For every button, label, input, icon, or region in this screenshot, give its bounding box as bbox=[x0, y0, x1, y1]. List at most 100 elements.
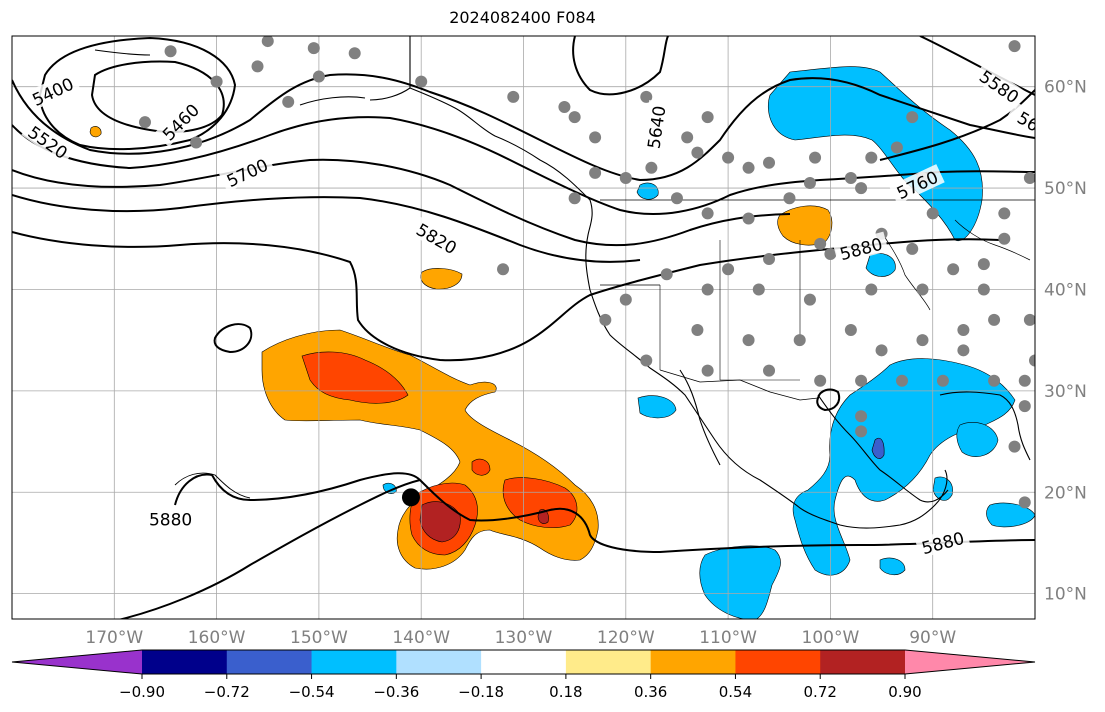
station-dot bbox=[589, 166, 602, 179]
colorbar-tick-labels: −0.90 −0.72 −0.54 −0.36 −0.18 0.18 0.36 0.54 0.7… bbox=[119, 674, 922, 701]
latitude-tick-label: 50°N bbox=[1044, 179, 1087, 199]
colorbar-swatch bbox=[142, 650, 228, 674]
station-markers bbox=[138, 36, 1035, 509]
longitude-tick-label: 90°W bbox=[909, 628, 956, 648]
station-dot bbox=[1008, 40, 1021, 53]
station-dot bbox=[763, 364, 776, 377]
station-dot bbox=[660, 268, 673, 281]
station-dot bbox=[936, 374, 949, 387]
station-dot bbox=[722, 263, 735, 276]
colorbar-high-extension bbox=[905, 650, 1035, 674]
station-dot bbox=[164, 45, 177, 58]
station-dot bbox=[783, 192, 796, 205]
latitude-tick-labels: 10°N 20°N 30°N 40°N 50°N 60°N bbox=[1044, 78, 1087, 605]
station-dot bbox=[803, 293, 816, 306]
station-dot bbox=[855, 374, 868, 387]
station-dot bbox=[752, 283, 765, 296]
station-dot bbox=[916, 283, 929, 296]
longitude-tick-label: 120°W bbox=[597, 628, 655, 648]
station-dot bbox=[916, 334, 929, 347]
station-dot bbox=[670, 192, 683, 205]
station-dot bbox=[742, 212, 755, 225]
contour-label: 5400 bbox=[24, 70, 81, 111]
colorbar-tick-label: −0.72 bbox=[204, 683, 250, 701]
station-dot bbox=[558, 100, 571, 113]
station-dot bbox=[824, 247, 837, 260]
station-dot bbox=[282, 95, 295, 108]
station-dot bbox=[865, 151, 878, 164]
colorbar-swatch bbox=[650, 650, 736, 674]
station-dot bbox=[742, 161, 755, 174]
latitude-tick-label: 10°N bbox=[1044, 585, 1087, 605]
station-dot bbox=[814, 237, 827, 250]
latitude-tick-label: 60°N bbox=[1044, 78, 1087, 98]
station-dot bbox=[312, 70, 325, 83]
station-dot bbox=[701, 364, 714, 377]
station-dot bbox=[957, 344, 970, 357]
station-dot bbox=[803, 177, 816, 190]
colorbar-tick-label: 0.54 bbox=[719, 683, 752, 701]
station-dot bbox=[793, 334, 806, 347]
station-dot bbox=[210, 75, 223, 88]
station-dot bbox=[1018, 374, 1031, 387]
longitude-tick-label: 170°W bbox=[85, 628, 143, 648]
colorbar-swatch bbox=[396, 650, 482, 674]
station-dot bbox=[957, 324, 970, 337]
station-dot bbox=[138, 116, 151, 129]
station-dot bbox=[568, 111, 581, 124]
station-dot bbox=[589, 131, 602, 144]
latitude-tick-label: 20°N bbox=[1044, 483, 1087, 503]
station-dot bbox=[844, 171, 857, 184]
colorbar-tick-label: 0.18 bbox=[549, 683, 582, 701]
station-dot bbox=[844, 324, 857, 337]
contour-label: 5880 bbox=[914, 525, 971, 559]
station-dot bbox=[855, 182, 868, 195]
height-contours bbox=[12, 36, 1035, 619]
station-dot bbox=[814, 374, 827, 387]
storm-center-marker bbox=[401, 488, 420, 507]
station-dot bbox=[251, 60, 264, 73]
station-dot bbox=[763, 253, 776, 266]
positive-anomaly-shading bbox=[89, 126, 833, 570]
longitude-tick-label: 150°W bbox=[290, 628, 348, 648]
colorbar-tick-label: 0.36 bbox=[634, 683, 667, 701]
colorbar-low-extension bbox=[12, 650, 142, 674]
longitude-tick-label: 130°W bbox=[495, 628, 553, 648]
contour-label: 564 bbox=[1005, 101, 1035, 146]
colorbar-tick-label: 0.72 bbox=[804, 683, 837, 701]
station-dot bbox=[348, 47, 361, 60]
colorbar-swatch bbox=[820, 650, 906, 674]
latitude-tick-label: 40°N bbox=[1044, 280, 1087, 300]
station-dot bbox=[261, 36, 274, 48]
station-dot bbox=[977, 258, 990, 271]
colorbar-tick-label: −0.54 bbox=[289, 683, 335, 701]
station-dot bbox=[497, 263, 510, 276]
station-dot bbox=[855, 410, 868, 423]
colorbar-swatch bbox=[311, 650, 397, 674]
station-dot bbox=[977, 283, 990, 296]
longitude-tick-label: 140°W bbox=[392, 628, 450, 648]
station-dot bbox=[1008, 440, 1021, 453]
colorbar-tick-label: −0.90 bbox=[119, 683, 165, 701]
station-dot bbox=[1029, 354, 1035, 367]
station-dot bbox=[896, 374, 909, 387]
station-dot bbox=[190, 136, 203, 149]
station-dot bbox=[947, 263, 960, 276]
station-dot bbox=[640, 354, 653, 367]
station-dot bbox=[890, 141, 903, 154]
latitude-tick-label: 30°N bbox=[1044, 382, 1087, 402]
station-dot bbox=[619, 171, 632, 184]
station-dot bbox=[865, 283, 878, 296]
colorbar-swatch bbox=[481, 650, 567, 674]
station-dot bbox=[742, 334, 755, 347]
longitude-tick-label: 100°W bbox=[802, 628, 860, 648]
contour-label: 5700 bbox=[219, 151, 275, 193]
station-dot bbox=[1023, 313, 1035, 326]
station-dot bbox=[998, 207, 1011, 220]
station-dot bbox=[599, 313, 612, 326]
contour-label: 5880 bbox=[833, 231, 889, 265]
map-frame bbox=[11, 35, 1036, 620]
station-dot bbox=[722, 151, 735, 164]
